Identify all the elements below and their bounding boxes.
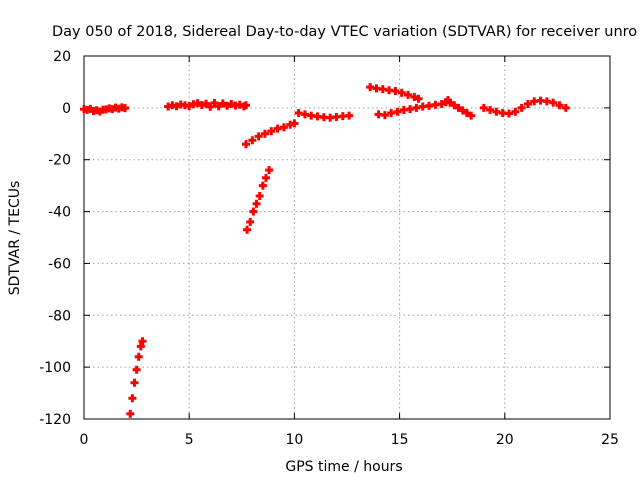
plot-frame	[83, 55, 611, 420]
data-point	[486, 105, 495, 114]
data-point	[185, 102, 194, 111]
data-point	[437, 99, 446, 108]
data-point	[265, 166, 274, 175]
data-point	[242, 101, 251, 110]
data-point	[410, 92, 419, 101]
data-point	[414, 94, 423, 103]
data-point	[380, 111, 389, 120]
data-point	[223, 101, 232, 110]
data-point	[446, 98, 455, 107]
data-point	[458, 106, 467, 115]
data-point	[290, 119, 299, 128]
data-point	[172, 102, 181, 111]
data-point	[450, 101, 459, 110]
data-point	[193, 99, 202, 108]
data-point	[134, 352, 143, 361]
y-axis-label: SDTVAR / TECUs	[7, 181, 23, 296]
data-point	[467, 111, 476, 120]
data-point	[248, 136, 257, 145]
chart-title: Day 050 of 2018, Sidereal Day-to-day VTE…	[52, 24, 637, 40]
data-point	[138, 337, 147, 346]
data-point	[549, 98, 558, 107]
x-tick-label: 5	[185, 432, 194, 448]
data-point	[561, 103, 570, 112]
y-tick-label: 20	[53, 49, 71, 65]
data-point	[254, 132, 263, 141]
data-point	[279, 123, 288, 132]
data-point	[258, 181, 267, 190]
data-point	[517, 103, 526, 112]
data-point	[130, 378, 139, 387]
data-point	[462, 109, 471, 118]
data-point	[345, 111, 354, 120]
data-point	[479, 103, 488, 112]
x-tick-label: 15	[391, 432, 409, 448]
y-tick-label: -40	[48, 205, 71, 221]
data-point	[218, 99, 227, 108]
y-tick-label: -100	[39, 360, 71, 376]
data-point	[523, 99, 532, 108]
data-point	[454, 103, 463, 112]
y-tick-label: -80	[48, 308, 71, 324]
data-point	[255, 192, 264, 201]
data-point	[393, 107, 402, 116]
x-tick-label: 0	[80, 432, 89, 448]
data-point	[202, 99, 211, 108]
grid	[84, 56, 610, 419]
data-point	[511, 107, 520, 116]
data-point	[121, 104, 130, 113]
data-points	[80, 83, 570, 418]
data-point	[132, 365, 141, 374]
data-point	[136, 342, 145, 351]
y-tick-label: -120	[39, 412, 71, 428]
data-point	[505, 109, 514, 118]
y-tick-label: -20	[48, 153, 71, 169]
data-point	[243, 225, 252, 234]
data-point	[391, 87, 400, 96]
x-tick-label: 10	[285, 432, 303, 448]
data-point	[252, 199, 261, 208]
data-point	[261, 173, 270, 182]
data-point	[267, 127, 276, 136]
data-point	[214, 102, 223, 111]
data-point	[404, 90, 413, 99]
data-point	[260, 129, 269, 138]
data-point	[242, 140, 251, 149]
data-point	[206, 102, 215, 111]
data-point	[249, 207, 258, 216]
data-point	[227, 99, 236, 108]
x-axis-label: GPS time / hours	[285, 459, 402, 475]
y-tick-label: 0	[62, 101, 71, 117]
x-tick-label: 25	[601, 432, 619, 448]
data-point	[128, 394, 137, 403]
data-point	[126, 409, 135, 418]
y-tick-label: -60	[48, 256, 71, 272]
data-point	[210, 98, 219, 107]
x-tick-label: 20	[496, 432, 514, 448]
data-point	[397, 88, 406, 97]
data-point	[246, 217, 255, 226]
data-point	[555, 101, 564, 110]
